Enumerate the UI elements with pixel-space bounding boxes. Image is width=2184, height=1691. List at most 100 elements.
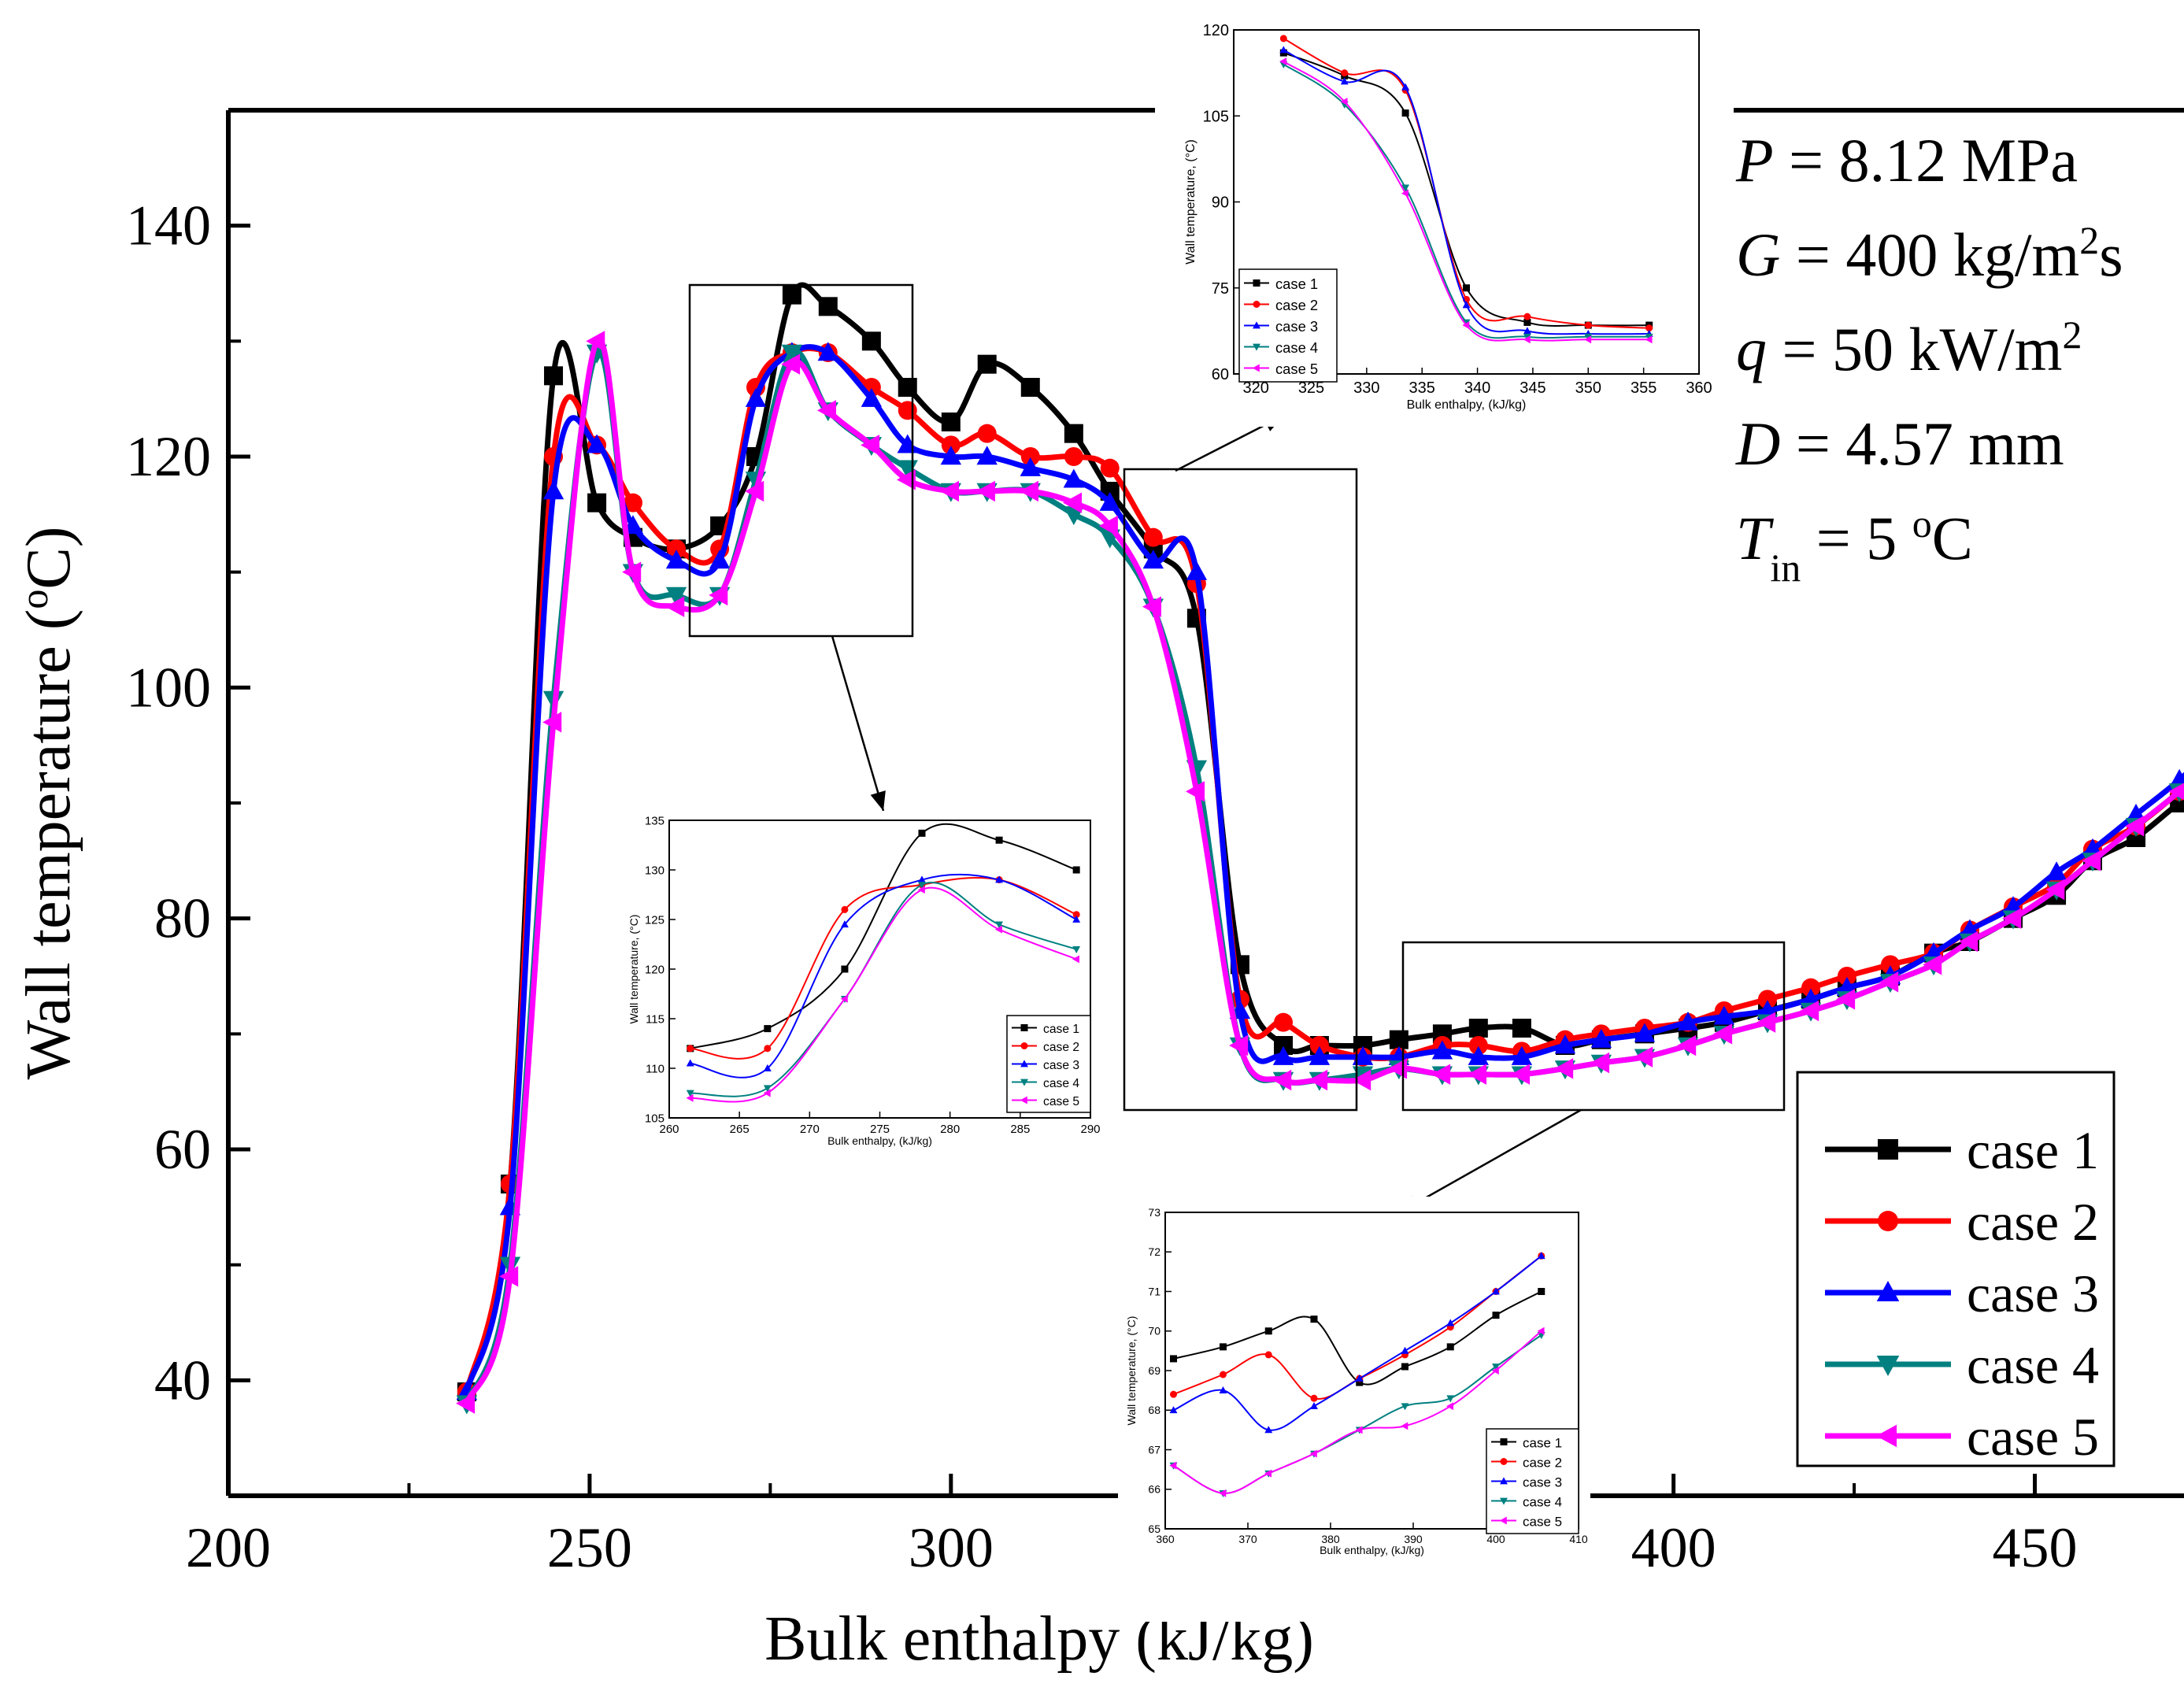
inset-legend-label: case 1 bbox=[1275, 276, 1318, 292]
y-tick-label: 40 bbox=[154, 1349, 211, 1412]
y-tick-label: 60 bbox=[154, 1118, 211, 1181]
inset-legend-marker bbox=[1253, 343, 1260, 351]
inset-y-tick-label: 110 bbox=[646, 1062, 664, 1075]
series-marker bbox=[1713, 1005, 1735, 1025]
inset-legend-marker bbox=[1500, 1438, 1508, 1445]
series-line bbox=[464, 336, 2184, 1404]
x-tick-label: 300 bbox=[909, 1516, 994, 1579]
series-marker bbox=[1590, 1028, 1612, 1048]
condition-symbol: G bbox=[1736, 220, 1780, 289]
series-marker bbox=[586, 434, 608, 453]
inset-series-marker bbox=[994, 925, 1002, 934]
inset-x-title: Bulk enthalpy, (kJ/kg) bbox=[1407, 398, 1527, 412]
inset-series-marker bbox=[1220, 1371, 1227, 1378]
series-marker bbox=[1756, 1012, 1776, 1033]
series-marker bbox=[941, 413, 961, 431]
inset-series-marker bbox=[1310, 1394, 1318, 1402]
inset-series-marker bbox=[1264, 1426, 1273, 1434]
series-marker bbox=[898, 378, 917, 397]
inset-3: 360 370 380 390 400 410 65 66 67 68 69 70 71 72 73 Bulk… bbox=[1118, 1197, 1590, 1622]
series-marker bbox=[1274, 1012, 1294, 1032]
condition-subscript: in bbox=[1770, 546, 1801, 590]
series-marker bbox=[1019, 480, 1038, 502]
inset-series-marker bbox=[763, 1089, 771, 1097]
y-axis-title-end: C) bbox=[14, 527, 83, 590]
inset-x-tick-label: 360 bbox=[1156, 1533, 1175, 1545]
inset-series-marker bbox=[1169, 1461, 1177, 1470]
inset-legend-marker bbox=[1253, 301, 1260, 308]
inset-x-tick-label: 380 bbox=[1321, 1533, 1340, 1545]
series-marker bbox=[1186, 561, 1208, 580]
inset-x-tick-label: 390 bbox=[1404, 1533, 1423, 1545]
series-marker bbox=[542, 480, 565, 500]
series-marker bbox=[2082, 850, 2101, 871]
inset-series-marker bbox=[1279, 35, 1287, 43]
series-marker bbox=[1836, 989, 1856, 1010]
inset-legend-marker bbox=[1500, 1458, 1508, 1465]
inset-series-marker bbox=[1264, 1469, 1272, 1478]
series-marker bbox=[745, 387, 767, 407]
inset-y-tick-label: 135 bbox=[645, 814, 664, 827]
series-marker bbox=[1352, 1045, 1374, 1065]
inset-background bbox=[622, 811, 1104, 1169]
inset-series-marker bbox=[1310, 1315, 1318, 1323]
condition-text: = 400 kg/m bbox=[1780, 220, 2079, 289]
inset-series-marker bbox=[840, 994, 848, 1003]
series-marker bbox=[1431, 1040, 1453, 1060]
series-marker bbox=[1272, 1045, 1294, 1065]
inset-x-tick-label: 260 bbox=[659, 1123, 679, 1136]
inset-series-marker bbox=[1169, 1406, 1178, 1414]
inset-series-marker bbox=[995, 836, 1003, 844]
condition-superscript: 2 bbox=[2062, 313, 2082, 357]
inset-series-marker bbox=[995, 875, 1004, 883]
condition-superscript: o bbox=[1912, 501, 1932, 546]
inset-series-marker bbox=[1523, 335, 1531, 344]
series-marker bbox=[2168, 768, 2184, 788]
series-marker bbox=[816, 400, 836, 421]
inset-background bbox=[1118, 1197, 1590, 1622]
series-marker bbox=[1142, 596, 1162, 617]
inset-y-tick-label: 68 bbox=[1148, 1404, 1160, 1416]
y-tick-label: 100 bbox=[126, 656, 211, 719]
series-marker bbox=[1923, 954, 1942, 975]
inset-legend-label: case 3 bbox=[1275, 318, 1318, 335]
series-marker bbox=[1554, 1058, 1574, 1079]
inset-legend-marker bbox=[1020, 1024, 1028, 1031]
condition-symbol: q bbox=[1736, 315, 1767, 383]
series-marker bbox=[587, 493, 607, 512]
series-marker bbox=[1272, 1069, 1292, 1091]
inset-y-tick-label: 130 bbox=[645, 864, 664, 877]
inset-series-marker bbox=[1264, 1327, 1272, 1335]
inset-x-tick-label: 345 bbox=[1520, 379, 1545, 397]
zoom-box bbox=[1401, 941, 1786, 1112]
series-marker bbox=[1143, 527, 1163, 547]
zoom-arrowhead bbox=[870, 790, 886, 811]
inset-legend-label: case 2 bbox=[1275, 297, 1318, 313]
inset-series-marker bbox=[1492, 1364, 1500, 1371]
inset-series-marker bbox=[763, 1064, 772, 1071]
inset-legend-marker bbox=[1020, 1096, 1027, 1105]
zoom-box bbox=[1123, 468, 1358, 1112]
series-marker bbox=[1959, 931, 1979, 953]
inset-series-marker bbox=[1309, 1449, 1317, 1458]
inset-y-tick-label: 72 bbox=[1148, 1245, 1160, 1258]
inset-series-marker bbox=[1401, 189, 1408, 198]
legend-marker bbox=[1878, 1139, 1898, 1160]
series-marker bbox=[1512, 1019, 1531, 1038]
condition-unit: s bbox=[2099, 220, 2123, 289]
x-tick-label: 200 bbox=[186, 1516, 271, 1579]
series-marker bbox=[1020, 457, 1041, 476]
inset-legend-label: case 2 bbox=[1043, 1041, 1079, 1054]
condition-symbol: D bbox=[1735, 409, 1780, 478]
condition-symbol: P bbox=[1735, 126, 1774, 194]
series-marker bbox=[1100, 458, 1120, 478]
legend-label: case 3 bbox=[1967, 1264, 2099, 1323]
inset-legend-label: case 1 bbox=[1043, 1023, 1079, 1036]
y-axis-title-sup: o bbox=[12, 590, 56, 609]
inset-legend-label: case 5 bbox=[1043, 1095, 1079, 1108]
series-marker bbox=[665, 586, 687, 606]
series-marker bbox=[1590, 1052, 1610, 1074]
inset-series-marker bbox=[763, 1085, 772, 1093]
inset-legend-label: case 4 bbox=[1043, 1077, 1079, 1090]
inset-series-marker bbox=[917, 886, 925, 894]
